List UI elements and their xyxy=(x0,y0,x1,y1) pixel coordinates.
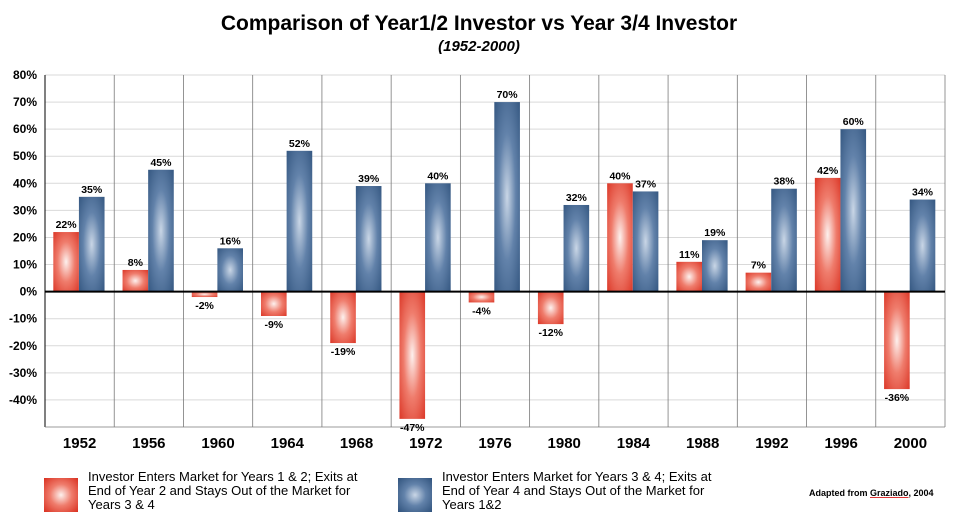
bar-years-3-4-1988 xyxy=(702,240,728,292)
data-label: 22% xyxy=(56,219,78,231)
bar-years-3-4-2000 xyxy=(909,199,936,292)
bar-years-3-4-1972 xyxy=(425,183,451,292)
data-label: 16% xyxy=(220,235,242,247)
y-tick-label: -20% xyxy=(9,339,37,353)
legend-right-line2: End of Year 4 and Stays Out of the Marke… xyxy=(442,483,705,498)
chart-title: Comparison of Year1/2 Investor vs Year 3… xyxy=(220,12,738,35)
bar-years-3-4-1952 xyxy=(78,196,105,292)
legend-left-line3: Years 3 & 4 xyxy=(88,497,155,512)
bar-years-3-4-1992 xyxy=(771,188,797,292)
bar-years-1-2-1964 xyxy=(261,291,287,316)
bars xyxy=(53,102,936,419)
bar-years-1-2-1996 xyxy=(814,177,841,292)
bar-years-1-2-1992 xyxy=(745,272,772,292)
legend-right-line3: Years 1&2 xyxy=(442,497,502,512)
bar-years-3-4-1964 xyxy=(286,150,313,292)
bar-years-1-2-1980 xyxy=(537,291,564,325)
bar-years-1-2-1972 xyxy=(399,291,426,419)
source-prefix: Adapted from xyxy=(809,488,871,498)
bar-years-3-4-1984 xyxy=(632,191,659,292)
x-tick-label: 1996 xyxy=(824,435,857,452)
bar-years-1-2-1976 xyxy=(468,291,495,303)
bar-years-3-4-1968 xyxy=(355,186,382,292)
bar-years-3-4-1980 xyxy=(563,204,590,292)
data-label: -4% xyxy=(472,305,491,317)
data-label: 37% xyxy=(635,178,657,190)
y-tick-label: 0% xyxy=(20,285,38,299)
x-tick-label: 1952 xyxy=(63,435,96,452)
x-tick-label: 1960 xyxy=(201,435,234,452)
data-labels: 22% 8% -2% -9% -19% -47% -4% -12% 40% 11% 7% 42% -36… xyxy=(56,89,934,434)
y-tick-label: -10% xyxy=(9,312,37,326)
y-tick-label: 20% xyxy=(13,230,37,244)
data-label: 40% xyxy=(609,170,631,182)
data-label: 7% xyxy=(751,260,767,272)
data-label: 45% xyxy=(150,157,172,169)
data-label: 40% xyxy=(427,170,449,182)
y-tick-label: -40% xyxy=(9,393,37,407)
y-tick-label: 50% xyxy=(13,149,37,163)
y-tick-label: 30% xyxy=(13,203,37,217)
data-label: 32% xyxy=(566,192,588,204)
data-label: -19% xyxy=(331,346,356,358)
x-tick-label: 1988 xyxy=(686,435,719,452)
bar-years-1-2-1984 xyxy=(607,183,633,292)
legend-right-line1: Investor Enters Market for Years 3 & 4; … xyxy=(442,469,712,484)
data-label: -2% xyxy=(195,300,214,312)
bar-years-3-4-1960 xyxy=(217,248,243,292)
data-label: -36% xyxy=(885,392,910,404)
source-suffix: , 2004 xyxy=(908,488,934,498)
data-label: 39% xyxy=(358,173,380,185)
y-tick-label: 10% xyxy=(13,258,37,272)
bar-years-1-2-1968 xyxy=(330,291,356,344)
data-label: 35% xyxy=(81,184,103,196)
source-note: Adapted from Graziado, 2004 xyxy=(809,488,934,498)
legend-item-years-3-4: Investor Enters Market for Years 3 & 4; … xyxy=(442,470,712,512)
y-tick-label: 70% xyxy=(13,95,37,109)
data-label: 38% xyxy=(774,176,796,188)
bar-years-3-4-1976 xyxy=(494,102,520,292)
legend-item-years-1-2: Investor Enters Market for Years 1 & 2; … xyxy=(88,470,358,512)
bar-years-1-2-1988 xyxy=(676,261,702,292)
x-tick-label: 1968 xyxy=(340,435,373,452)
data-label: -9% xyxy=(264,319,283,331)
data-label: 34% xyxy=(912,187,934,199)
x-tick-label: 1984 xyxy=(617,435,651,452)
x-tick-label: 1972 xyxy=(409,435,442,452)
bar-years-3-4-1956 xyxy=(148,169,174,292)
y-tick-label: 40% xyxy=(13,176,37,190)
data-label: 8% xyxy=(128,257,144,269)
y-tick-label: 80% xyxy=(13,68,37,82)
bar-years-1-2-1956 xyxy=(122,269,149,292)
data-label: 42% xyxy=(817,165,839,177)
x-tick-label: 1956 xyxy=(132,435,165,452)
data-label: 19% xyxy=(704,227,726,239)
y-tick-label: 60% xyxy=(13,122,37,136)
axes: 80% 70% 60% 50% 40% 30% 20% 10% 0% -10% -20% -30% -4… xyxy=(9,68,945,452)
data-label: 11% xyxy=(679,249,700,261)
data-label: 60% xyxy=(843,116,865,128)
data-label: -12% xyxy=(538,327,563,339)
legend-swatch-blue xyxy=(398,478,432,512)
data-label: -47% xyxy=(400,422,425,434)
data-label: 70% xyxy=(497,89,519,101)
bar-years-3-4-1996 xyxy=(840,129,867,292)
x-tick-label: 1980 xyxy=(548,435,581,452)
bar-years-1-2-2000 xyxy=(884,291,910,390)
y-tick-label: -30% xyxy=(9,366,37,380)
bar-years-1-2-1960 xyxy=(191,291,218,298)
x-tick-label: 1976 xyxy=(478,435,511,452)
x-tick-label: 2000 xyxy=(894,435,927,452)
legend-left-line1: Investor Enters Market for Years 1 & 2; … xyxy=(88,469,358,484)
legend-swatch-red xyxy=(44,478,78,512)
x-tick-label: 1992 xyxy=(755,435,788,452)
data-label: 52% xyxy=(289,138,311,150)
x-tick-label: 1964 xyxy=(271,435,305,452)
legend-left-line2: End of Year 2 and Stays Out of the Marke… xyxy=(88,483,351,498)
bar-years-1-2-1952 xyxy=(53,232,79,292)
chart-subtitle: (1952-2000) xyxy=(438,38,520,55)
source-author: Graziado xyxy=(870,488,909,498)
